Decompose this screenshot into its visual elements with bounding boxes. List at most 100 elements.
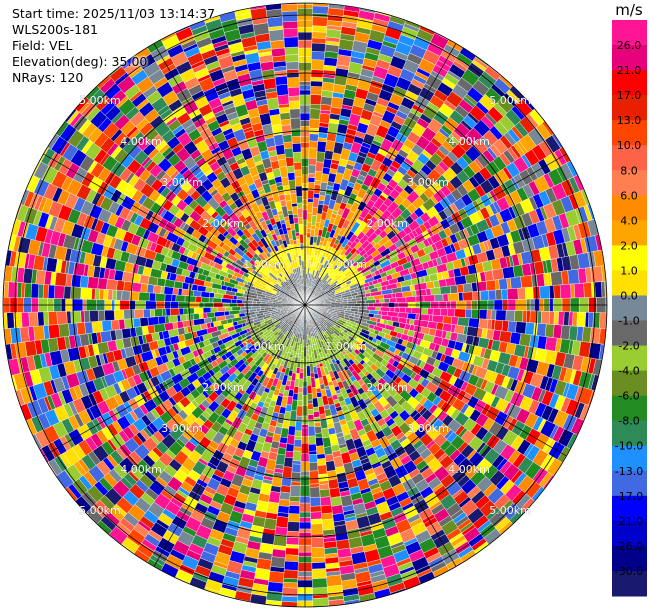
velocity-gate: [308, 140, 319, 149]
velocity-gate: [310, 371, 315, 379]
velocity-gate: [367, 295, 375, 301]
velocity-gate: [553, 284, 561, 299]
velocity-gate: [310, 94, 322, 105]
velocity-gate: [139, 274, 150, 285]
velocity-gate: [310, 86, 323, 96]
velocity-gate: [280, 485, 291, 494]
velocity-gate: [217, 306, 226, 313]
velocity-gate: [557, 311, 565, 326]
velocity-gate: [524, 286, 534, 300]
velocity-gate: [563, 311, 570, 326]
velocity-gate: [306, 354, 310, 361]
velocity-gate: [405, 296, 417, 303]
velocity-gate: [71, 274, 82, 288]
velocity-gate: [520, 275, 533, 289]
velocity-gate: [308, 164, 317, 174]
velocity-gate: [6, 312, 15, 329]
velocity-gate: [316, 392, 323, 398]
velocity-gate: [423, 294, 436, 303]
velocity-gate: [439, 285, 452, 295]
velocity-gate: [498, 278, 508, 290]
velocity-gate: [312, 577, 328, 589]
velocity-gate: [224, 306, 233, 312]
velocity-gate: [307, 403, 314, 410]
velocity-gate: [395, 292, 404, 299]
velocity-gate: [307, 189, 315, 200]
velocity-gate: [425, 288, 432, 296]
velocity-gate: [589, 327, 601, 344]
velocity-gate: [76, 322, 86, 336]
velocity-gate: [490, 309, 497, 321]
velocity-gate: [289, 485, 301, 497]
velocity-gate: [103, 289, 109, 300]
velocity-gate: [290, 481, 301, 486]
velocity-gate: [306, 375, 312, 386]
velocity-gate: [312, 16, 328, 27]
velocity-gate: [330, 96, 344, 109]
velocity-gate: [560, 325, 571, 340]
velocity-gate: [456, 284, 465, 294]
velocity-gate: [501, 288, 508, 300]
velocity-gate: [68, 322, 79, 337]
velocity-gate: [312, 25, 328, 33]
velocity-gate: [323, 57, 338, 67]
velocity-gate: [307, 212, 313, 223]
velocity-gate: [275, 516, 289, 529]
velocity-gate: [284, 450, 294, 459]
velocity-gate: [307, 399, 313, 405]
velocity-gate: [164, 293, 173, 302]
velocity-gate: [515, 321, 527, 335]
velocity-gate: [112, 289, 118, 301]
velocity-gate: [168, 314, 178, 324]
velocity-gate: [24, 282, 32, 298]
velocity-gate: [442, 293, 449, 302]
velocity-gate: [282, 466, 293, 479]
velocity-gate: [306, 222, 312, 229]
velocity-gate: [306, 232, 311, 238]
velocity-gate: [161, 308, 167, 317]
velocity-gate: [279, 491, 291, 501]
velocity-gate: [311, 37, 327, 44]
velocity-gate: [281, 595, 298, 603]
velocity-gate: [48, 311, 58, 326]
velocity-gate: [210, 316, 218, 323]
velocity-gate: [309, 496, 321, 507]
velocity-gate: [132, 317, 141, 328]
velocity-gate: [309, 118, 320, 129]
velocity-gate: [309, 470, 319, 480]
velocity-gate: [462, 291, 474, 302]
velocity-gate: [478, 309, 488, 320]
velocity-gate: [415, 288, 427, 297]
velocity-gate: [58, 323, 70, 338]
velocity-gate: [138, 291, 150, 302]
velocity-gate: [325, 460, 336, 472]
velocity-gate: [312, 397, 319, 408]
velocity-gate: [192, 313, 200, 320]
velocity-gate: [293, 446, 302, 452]
velocity-gate: [195, 296, 202, 303]
velocity-gate: [286, 537, 300, 546]
velocity-gate: [347, 300, 357, 305]
velocity-gate: [171, 294, 177, 302]
velocity-gate: [507, 320, 517, 333]
velocity-gate: [321, 81, 335, 92]
velocity-gate: [583, 282, 593, 298]
velocity-gate: [311, 51, 326, 61]
velocity-gate: [294, 430, 302, 437]
velocity-gate: [231, 299, 238, 304]
velocity-gate: [179, 314, 187, 322]
velocity-gate: [312, 597, 329, 608]
velocity-gate: [289, 496, 301, 503]
velocity-gate: [599, 312, 608, 329]
velocity-gate: [54, 272, 68, 287]
velocity-gate: [134, 309, 144, 319]
velocity-gate: [83, 310, 91, 323]
velocity-gate: [290, 471, 301, 483]
velocity-gate: [495, 289, 503, 301]
velocity-gate: [296, 405, 303, 417]
velocity-gate: [449, 284, 458, 294]
velocity-gate: [427, 308, 434, 316]
velocity-gate: [306, 385, 313, 394]
velocity-gate: [308, 462, 319, 472]
velocity-gate: [309, 486, 321, 498]
